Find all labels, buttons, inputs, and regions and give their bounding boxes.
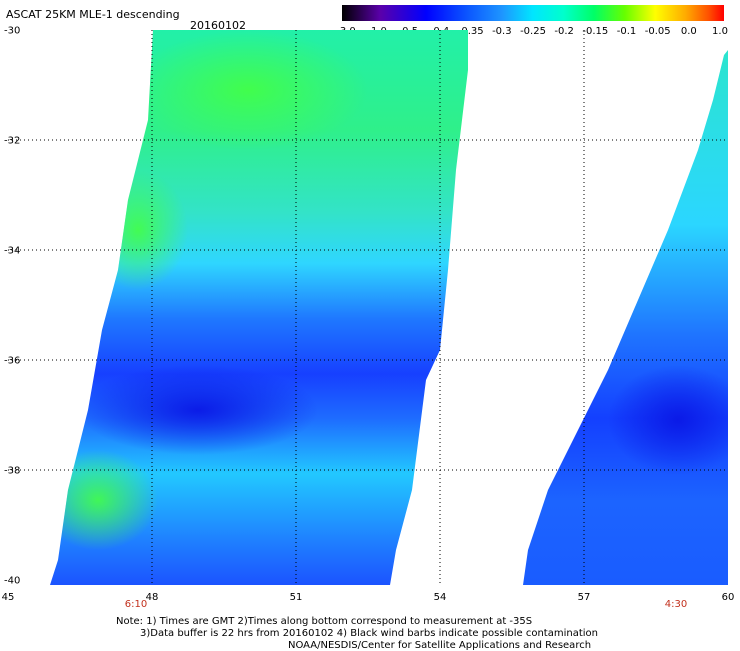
latitude-label: -38 <box>4 465 21 477</box>
longitude-label: 54 <box>433 592 447 603</box>
colorbar-label: 1.0 <box>712 26 728 37</box>
longitude-label: 60 <box>721 592 735 603</box>
longitude-label: 48 <box>145 592 159 603</box>
colorbar-label: -0.25 <box>520 26 546 37</box>
map-date: 20160102 <box>190 19 246 32</box>
latitude-label: -30 <box>4 25 21 37</box>
colorbar-label: 0.0 <box>680 26 697 37</box>
colorbar-gradient <box>342 5 724 21</box>
colorbar-label: -0.2 <box>554 26 574 37</box>
latitude-label: -40 <box>4 575 21 587</box>
colorbar-label: -0.3 <box>492 26 512 37</box>
latitude-label: -36 <box>4 355 21 367</box>
note-line-1: Note: 1) Times are GMT 2)Times along bot… <box>116 616 533 627</box>
right-swath <box>523 50 728 585</box>
pass-time-right: 4:30 <box>664 599 688 610</box>
graticule <box>8 30 728 585</box>
map-title: ASCAT 25KM MLE-1 descending <box>6 8 180 21</box>
colorbar-label: -0.15 <box>582 26 609 37</box>
note-line-3: NOAA/NESDIS/Center for Satellite Applica… <box>288 640 592 651</box>
longitude-label: 45 <box>1 592 15 603</box>
latitude-label: -34 <box>4 245 21 257</box>
pass-time-left: 6:10 <box>124 599 148 610</box>
latitude-label: -32 <box>4 135 21 147</box>
colorbar <box>342 5 724 21</box>
colorbar-label: -0.1 <box>616 26 637 37</box>
longitude-label: 57 <box>577 592 591 603</box>
left-swath <box>50 30 468 585</box>
map-plot <box>8 30 728 585</box>
colorbar-label: -0.35 <box>457 26 484 37</box>
colorbar-label: -0.05 <box>644 26 671 37</box>
longitude-label: 51 <box>289 592 303 603</box>
note-line-2: 3)Data buffer is 22 hrs from 20160102 4)… <box>140 628 598 639</box>
